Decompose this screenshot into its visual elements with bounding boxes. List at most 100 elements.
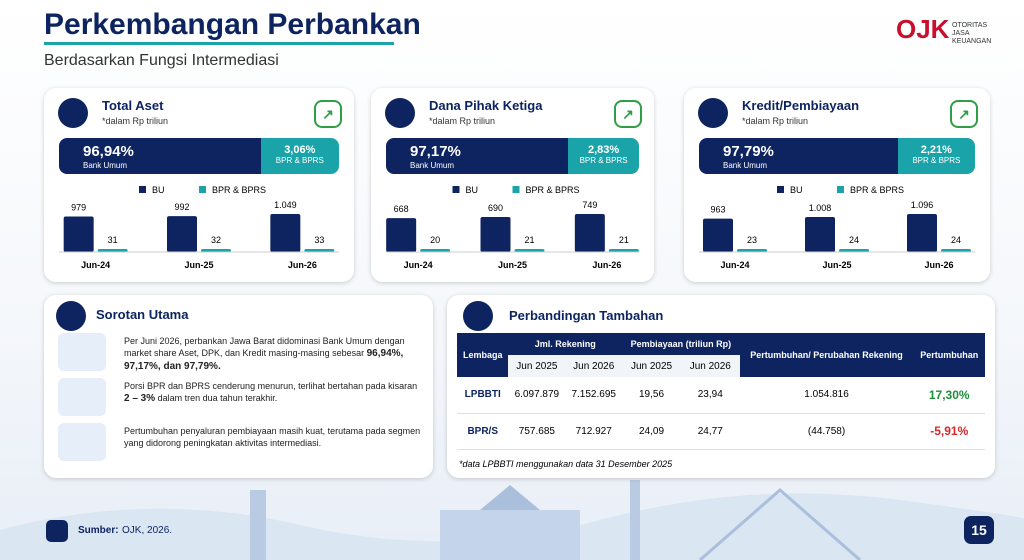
scale-icon	[463, 301, 493, 331]
card-note: *dalam Rp triliun	[102, 116, 169, 126]
legend-label: BU	[790, 185, 803, 195]
subheader-cell: Jun 2026	[689, 360, 731, 372]
share-side-value: 3,06%	[284, 144, 316, 156]
bar-value-label: 1.049	[274, 200, 297, 210]
share-main: 97,17% Bank Umum	[386, 138, 569, 174]
bar-value-label: 20	[430, 235, 440, 245]
share-side-value: 2,21%	[920, 144, 952, 156]
card-note: *dalam Rp triliun	[742, 116, 809, 126]
logo-line: KEUANGAN	[952, 38, 992, 45]
source-label: Sumber:	[78, 525, 119, 536]
bar	[805, 217, 835, 252]
card-icon	[58, 98, 88, 128]
bar-value-label: 24	[951, 235, 961, 245]
legend-label: BU	[466, 185, 479, 195]
highlight-part: Pertumbuhan penyaluran pembiayaan masih …	[124, 426, 421, 448]
table-cell: (44.758)	[807, 425, 846, 437]
star-icon	[56, 301, 86, 331]
share-side: 3,06% BPR & BPRS	[260, 138, 339, 174]
legend-swatch	[139, 186, 146, 193]
table-row: LPBBTI 6.097.879 7.152.695 19,56 23,94 1.054.…	[457, 377, 985, 413]
bar-chart: BU BPR & BPRS 668 20 Jun-24 690 21 Jun-25 749 21 J…	[386, 185, 639, 270]
highlights-title: Sorotan Utama	[96, 307, 189, 322]
x-tick-label: Jun-26	[924, 260, 953, 270]
share-side: 2,21% BPR & BPRS	[897, 138, 975, 174]
share-main-value: 97,79%	[723, 143, 774, 160]
highlight-text: Porsi BPR dan BPRS cenderung menurun, te…	[124, 380, 424, 405]
bar	[574, 214, 605, 252]
highlight-part: 96,94%, 97,17%, dan 97,79%.	[124, 348, 404, 372]
share-side-value: 2,83%	[587, 144, 620, 156]
table-card: Perbandingan Tambahan *data LPBBTI mengg…	[447, 295, 995, 478]
bar-chart: BU BPR & BPRS 963 23 Jun-24 1.008 24 Jun-25 1.09…	[699, 185, 975, 270]
share-side-label: BPR & BPRS	[275, 156, 324, 165]
table-cell: BPR/S	[467, 425, 498, 437]
share-side: 2,83% BPR & BPRS	[568, 138, 639, 174]
table-cell: 1.054.816	[804, 389, 849, 401]
bar	[270, 214, 301, 252]
header-cell: Pertumbuhan/ Perubahan Rekening	[750, 350, 903, 360]
logo-text: OTORITAS JASA KEUANGAN	[952, 22, 991, 46]
header-cell: Pertumbuhan	[920, 350, 979, 360]
share-main-label: Bank Umum	[83, 161, 128, 170]
subtitle: Berdasarkan Fungsi Intermediasi	[44, 52, 279, 69]
share-main: 97,79% Bank Umum	[699, 138, 898, 174]
metric-card: Dana Pihak Ketiga *dalam Rp triliun ↗ 97,17…	[371, 88, 654, 282]
data-table: Lembaga Jml. Rekening Pembiayaan (triliun …	[457, 333, 985, 450]
bar	[703, 218, 733, 252]
highlight-text: Pertumbuhan penyaluran pembiayaan masih …	[124, 425, 424, 449]
card-icon	[698, 98, 728, 128]
share-main-value: 96,94%	[83, 143, 134, 160]
subheader-cell: Jun 2025	[516, 360, 558, 372]
x-tick-label: Jun-24	[81, 260, 110, 270]
footer: Sumber: OJK, 2026.	[44, 516, 184, 546]
legend-swatch	[837, 186, 844, 193]
logo-line: JASA	[952, 30, 970, 37]
table-cell: 24,09	[639, 425, 665, 437]
highlight-icon	[58, 378, 106, 416]
bar	[480, 216, 511, 252]
card-icon	[385, 98, 415, 128]
highlight-part: Per Juni 2026, perbankan Jawa Barat dido…	[124, 336, 405, 358]
title-underline	[44, 42, 394, 45]
bar-value-label: 690	[488, 203, 503, 213]
legend-swatch	[777, 186, 784, 193]
bar	[304, 249, 335, 252]
table-cell: LPBBTI	[464, 389, 501, 401]
table-note: *data LPBBTI menggunakan data 31 Desembe…	[459, 459, 673, 469]
card-note: *dalam Rp triliun	[429, 116, 496, 126]
x-tick-label: Jun-26	[592, 260, 621, 270]
x-tick-label: Jun-24	[720, 260, 749, 270]
table-row: BPR/S 757.685 712.927 24,09 24,77 (44.758) -5,…	[457, 413, 985, 449]
highlight-icon	[58, 333, 106, 371]
trend-icon: ↗	[614, 100, 642, 128]
bar	[941, 249, 971, 252]
highlight-part: Porsi BPR dan BPRS cenderung menurun, te…	[124, 381, 418, 391]
highlight-text: Per Juni 2026, perbankan Jawa Barat dido…	[124, 335, 424, 373]
bar-value-label: 668	[394, 204, 409, 214]
bar	[386, 218, 417, 252]
table-cell: 712.927	[575, 425, 612, 437]
highlight-part: dalam tren dua tahun terakhir.	[155, 393, 278, 403]
bar-value-label: 24	[849, 235, 859, 245]
x-tick-label: Jun-25	[184, 260, 213, 270]
card-title: Total Aset	[102, 98, 164, 113]
bar-value-label: 33	[314, 235, 324, 245]
bar	[907, 214, 937, 252]
x-tick-label: Jun-26	[288, 260, 317, 270]
header-cell: Pembiayaan (triliun Rp)	[630, 339, 732, 349]
table-cell: -5,91%	[930, 424, 969, 438]
bar	[63, 216, 94, 252]
bar-value-label: 992	[174, 202, 189, 212]
bar	[167, 216, 197, 252]
source: OJK, 2026.	[122, 525, 173, 536]
metric-card: Kredit/Pembiayaan *dalam Rp triliun ↗ 97,79…	[684, 88, 990, 282]
x-tick-label: Jun-25	[822, 260, 851, 270]
bar-value-label: 1.008	[809, 203, 832, 213]
bar-value-label: 32	[211, 235, 221, 245]
table-cell: 757.685	[518, 425, 555, 437]
bar-value-label: 979	[71, 203, 86, 213]
legend-label: BU	[152, 185, 165, 195]
bar	[608, 249, 639, 252]
subheader-cell: Jun 2026	[573, 360, 615, 372]
